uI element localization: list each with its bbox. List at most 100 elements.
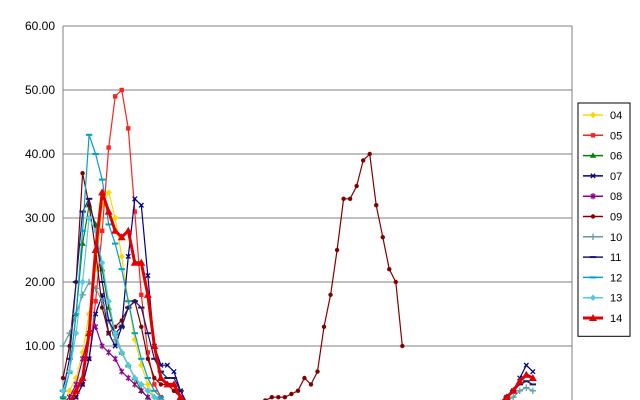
data-point: [80, 171, 85, 176]
axes: 60.00 50.00 40.00 30.00 20.00 10.00: [25, 19, 573, 400]
legend-label: 08: [610, 191, 622, 203]
data-point: [124, 226, 133, 234]
legend-label: 11: [610, 252, 621, 264]
y-tick-label: 40.00: [25, 147, 55, 161]
data-point: [156, 374, 165, 381]
data-point: [295, 388, 301, 393]
data-point: [152, 375, 157, 381]
y-tick-label: 50.00: [25, 83, 55, 97]
data-point: [99, 305, 105, 310]
data-point: [289, 391, 294, 397]
legend-item-04: 04: [583, 110, 622, 122]
data-point: [138, 387, 144, 394]
data-point: [132, 209, 137, 214]
legend-item-13: 13: [583, 293, 622, 305]
data-point: [66, 387, 73, 394]
data-point: [99, 228, 105, 233]
data-point: [112, 330, 119, 337]
legend-item-06: 06: [583, 151, 622, 163]
data-point: [131, 374, 138, 382]
legend-label: 05: [610, 130, 622, 142]
data-point: [91, 246, 100, 253]
data-point: [523, 384, 530, 391]
data-point: [516, 387, 523, 394]
data-point: [152, 382, 157, 387]
data-point: [302, 375, 307, 381]
data-point: [150, 342, 159, 349]
series-line: [69, 190, 186, 400]
data-point: [157, 397, 165, 400]
data-point: [515, 377, 524, 385]
data-point: [334, 247, 340, 253]
data-point: [59, 342, 67, 350]
data-point: [113, 94, 118, 99]
y-tick-label: 20.00: [25, 275, 55, 289]
data-point: [523, 362, 529, 368]
data-point: [118, 253, 125, 260]
data-point: [315, 369, 320, 374]
data-point: [66, 368, 73, 375]
data-point: [105, 189, 112, 196]
data-point: [510, 394, 517, 400]
data-point: [308, 382, 314, 387]
data-point: [176, 393, 185, 400]
data-point: [72, 330, 80, 337]
data-point: [99, 342, 105, 350]
data-point: [139, 292, 144, 297]
data-point: [72, 386, 81, 394]
data-point: [530, 368, 536, 375]
data-point: [85, 329, 94, 337]
data-point: [400, 343, 405, 349]
data-point: [118, 349, 125, 356]
data-point: [354, 183, 359, 189]
legend-label: 14: [610, 313, 622, 325]
data-point: [589, 111, 597, 119]
data-point: [119, 87, 124, 93]
data-point: [145, 356, 151, 361]
data-point: [119, 368, 125, 375]
data-point: [137, 258, 146, 266]
data-point: [321, 324, 327, 329]
data-point: [98, 259, 106, 266]
data-point: [144, 381, 152, 388]
data-point: [78, 374, 87, 381]
data-point: [79, 278, 86, 286]
data-point: [341, 196, 346, 201]
data-point: [169, 380, 178, 388]
data-point: [374, 203, 379, 208]
data-point: [112, 214, 119, 222]
data-point: [106, 349, 112, 356]
data-point: [92, 311, 99, 317]
data-point: [59, 387, 67, 394]
data-point: [367, 151, 372, 157]
data-point: [164, 362, 171, 368]
legend-label: 12: [610, 272, 622, 284]
legend-label: 04: [610, 110, 622, 122]
data-point: [98, 188, 107, 196]
legend-label: 10: [610, 232, 622, 244]
data-point: [111, 226, 120, 234]
data-point: [347, 196, 353, 201]
data-point: [112, 355, 118, 362]
data-point: [93, 299, 98, 304]
data-point: [529, 387, 537, 394]
data-point: [282, 395, 288, 400]
data-point: [589, 294, 597, 301]
y-tick-label: 60.00: [25, 19, 55, 33]
data-point: [151, 394, 158, 400]
data-point: [138, 202, 144, 208]
data-point: [158, 382, 164, 387]
data-point: [522, 370, 531, 378]
data-point: [528, 374, 537, 381]
data-point: [589, 233, 597, 240]
data-point: [93, 323, 99, 330]
data-point: [590, 173, 596, 179]
data-point: [360, 158, 366, 163]
legend-item-12: 12: [583, 272, 622, 284]
y-tick-label: 30.00: [25, 211, 55, 225]
data-point: [106, 145, 111, 150]
data-point: [130, 258, 139, 266]
legend-item-09: 09: [583, 212, 622, 224]
data-point: [117, 233, 126, 241]
